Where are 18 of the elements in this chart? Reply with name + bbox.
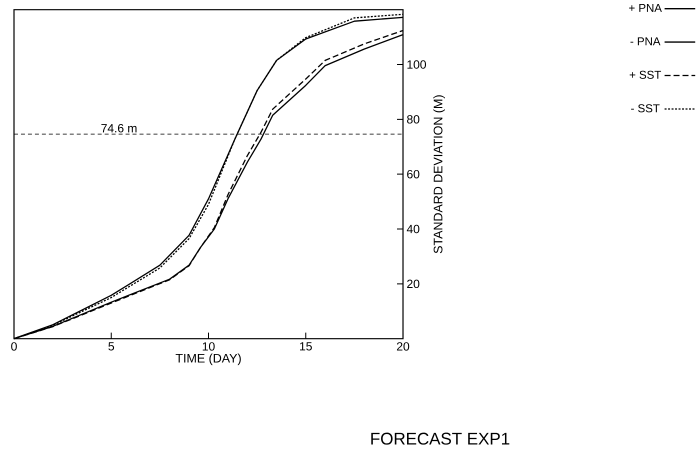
y-axis-title: STANDARD DEVIATION (M): [433, 95, 445, 254]
legend-label: - SST: [631, 104, 660, 113]
y-tick-label: 100: [407, 60, 426, 69]
x-tick-label: 10: [202, 342, 215, 351]
y-tick-label: 60: [407, 170, 420, 179]
x-tick-label: 5: [108, 342, 114, 351]
x-axis-title: TIME (DAY): [176, 354, 241, 366]
legend-label: - PNA: [630, 38, 660, 46]
x-tick-label: 0: [11, 342, 17, 351]
legend-label: + PNA: [629, 4, 662, 12]
y-tick-label: 80: [407, 115, 420, 124]
ref-line-label: 74.6 m: [101, 124, 137, 133]
text: FORECAST EXP1: [371, 432, 510, 445]
x-tick-label: 15: [300, 342, 312, 351]
x-tick-label: 20: [396, 342, 410, 351]
y-tick-label: 40: [406, 224, 420, 234]
y-tick-label: 20: [407, 280, 420, 288]
legend-label: + SST: [630, 70, 662, 80]
